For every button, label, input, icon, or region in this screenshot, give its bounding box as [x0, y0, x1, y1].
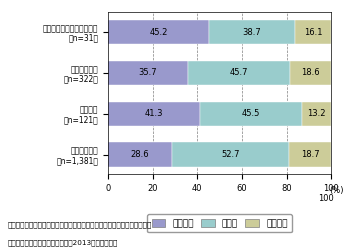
Bar [200, 102, 302, 126]
Text: 18.6: 18.6 [301, 68, 320, 77]
Legend: 増加傾向, 横ばい, 減少傾向: 増加傾向, 横ばい, 減少傾向 [147, 214, 292, 233]
Bar [108, 20, 209, 44]
Bar [289, 142, 331, 167]
Text: 戦略に関するアンケート」（2013）から作成。: 戦略に関するアンケート」（2013）から作成。 [7, 239, 118, 246]
Text: 41.3: 41.3 [145, 109, 163, 118]
Text: 35.7: 35.7 [139, 68, 157, 77]
Bar [209, 20, 295, 44]
Text: 38.7: 38.7 [243, 28, 261, 37]
Text: 28.6: 28.6 [131, 150, 149, 159]
Text: (%): (%) [329, 186, 344, 194]
Text: 資料：帝国データバンク「通商政策の検討のための我が国企業の海外事業: 資料：帝国データバンク「通商政策の検討のための我が国企業の海外事業 [7, 222, 152, 228]
Bar [172, 142, 289, 167]
Text: 100: 100 [318, 194, 333, 203]
Text: 13.2: 13.2 [307, 109, 326, 118]
Bar [108, 142, 172, 167]
Bar [295, 20, 331, 44]
Bar [108, 102, 200, 126]
Bar [108, 61, 188, 85]
Text: 18.7: 18.7 [301, 150, 320, 159]
Bar [302, 102, 331, 126]
Text: 52.7: 52.7 [221, 150, 240, 159]
Bar [290, 61, 331, 85]
Bar [188, 61, 290, 85]
Text: 45.5: 45.5 [242, 109, 260, 118]
Text: 16.1: 16.1 [304, 28, 323, 37]
Text: 45.2: 45.2 [149, 28, 168, 37]
Text: 45.7: 45.7 [229, 68, 248, 77]
